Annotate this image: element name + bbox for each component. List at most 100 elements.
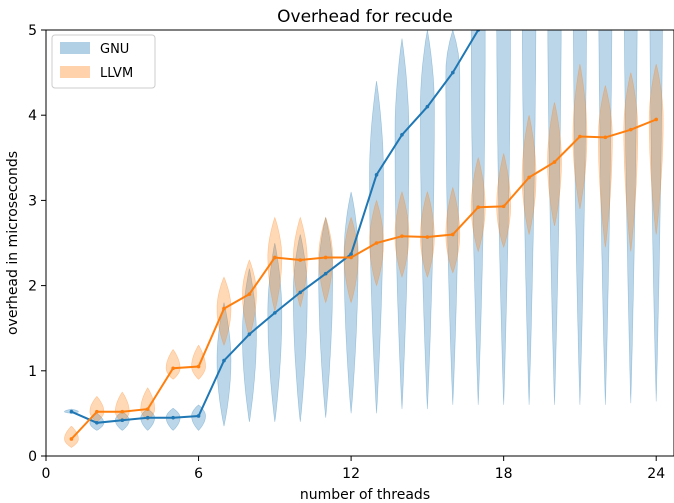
y-tick-label: 5 [28,23,37,39]
data-point-gnu [451,70,455,75]
violin-gnu [496,30,511,405]
series-line-llvm [70,118,657,440]
x-tick-label: 0 [42,466,51,482]
data-point-gnu [273,311,277,315]
violin-llvm [470,156,486,253]
x-tick-label: 18 [495,466,513,482]
data-point-gnu [323,271,328,276]
data-point-llvm [374,241,379,245]
data-point-llvm [323,255,328,260]
violin-llvm [115,391,130,423]
data-point-llvm [145,407,150,411]
violin-gnu [318,217,334,418]
violin-llvm [64,425,79,448]
violin-gnu [598,30,613,405]
data-point-gnu [425,104,430,109]
data-point-llvm [425,235,430,239]
x-axis-label: number of threads [300,487,430,503]
data-point-llvm [578,134,582,139]
data-point-gnu [298,290,303,295]
legend: GNU LLVM [51,34,156,89]
data-point-llvm [196,364,201,369]
violin-llvm [267,216,283,312]
violin-gnu [292,234,308,422]
violin-layer [64,30,664,448]
series-line-gnu [71,30,480,424]
violin-llvm [191,344,206,380]
violin-llvm [648,64,664,235]
legend-swatch-gnu [60,42,90,54]
violin-llvm [292,216,308,308]
data-point-llvm [628,127,633,132]
chart-title: Overhead for recude [277,7,453,27]
violin-llvm [343,216,359,304]
plot-frame [45,29,674,457]
violin-gnu [649,30,663,402]
x-tick-label: 12 [342,466,360,482]
violin-gnu [572,30,587,405]
violin-llvm [140,387,155,421]
violin-gnu [216,302,232,427]
y-tick-label: 0 [28,449,37,465]
data-point-llvm [298,258,303,262]
data-point-gnu [374,173,379,177]
legend-swatch-llvm [60,66,90,78]
data-point-llvm [273,255,277,260]
violin-llvm [521,115,537,235]
data-point-llvm [171,366,175,371]
data-point-llvm [654,117,659,122]
violin-llvm [598,85,613,248]
violin-llvm [547,102,562,227]
violin-gnu [343,191,359,414]
data-point-gnu [222,358,226,363]
data-point-llvm [69,437,74,441]
data-point-llvm [527,175,531,180]
data-point-gnu [400,132,404,137]
data-point-llvm [552,160,557,164]
y-tick-label: 4 [28,108,37,124]
y-tick-label: 1 [28,364,37,380]
data-point-gnu [69,409,74,414]
violin-llvm [496,153,512,249]
data-point-llvm [247,292,252,296]
data-point-llvm [349,255,353,260]
data-point-gnu [145,415,150,420]
legend-label-gnu: GNU [100,42,129,57]
y-tick-label: 3 [28,193,37,209]
data-point-llvm [501,204,506,209]
violin-gnu [267,242,283,422]
data-point-gnu [95,420,99,425]
data-point-gnu [196,414,201,418]
data-point-gnu [120,418,125,423]
violin-gnu [470,30,486,405]
legend-label-llvm: LLVM [100,66,133,81]
x-axis: 0 6 12 18 24 [42,456,665,482]
data-point-llvm [451,232,455,237]
data-point-gnu [247,332,252,336]
violin-llvm [242,259,257,338]
violin-gnu [369,81,384,414]
y-tick-label: 2 [28,279,37,295]
y-axis: 0 1 2 3 4 5 [28,23,46,465]
x-tick-label: 6 [194,466,203,482]
data-point-llvm [120,409,125,414]
data-point-llvm [603,135,608,140]
violin-gnu [445,30,461,405]
y-axis-label: overhead in microseconds [5,151,21,335]
violin-gnu [623,30,638,404]
violin-llvm [318,216,334,304]
violin-llvm [420,190,435,279]
data-point-gnu [349,252,353,256]
violin-gnu [521,30,537,405]
violin-llvm [165,349,181,380]
violin-gnu [547,30,562,405]
x-tick-label: 24 [647,466,665,482]
data-point-gnu [171,415,175,420]
violin-gnu [242,268,257,422]
violin-llvm [623,72,639,252]
violin-gnu [420,30,435,410]
line-layer [69,30,659,441]
violin-llvm [445,186,461,274]
data-point-llvm [95,409,99,414]
